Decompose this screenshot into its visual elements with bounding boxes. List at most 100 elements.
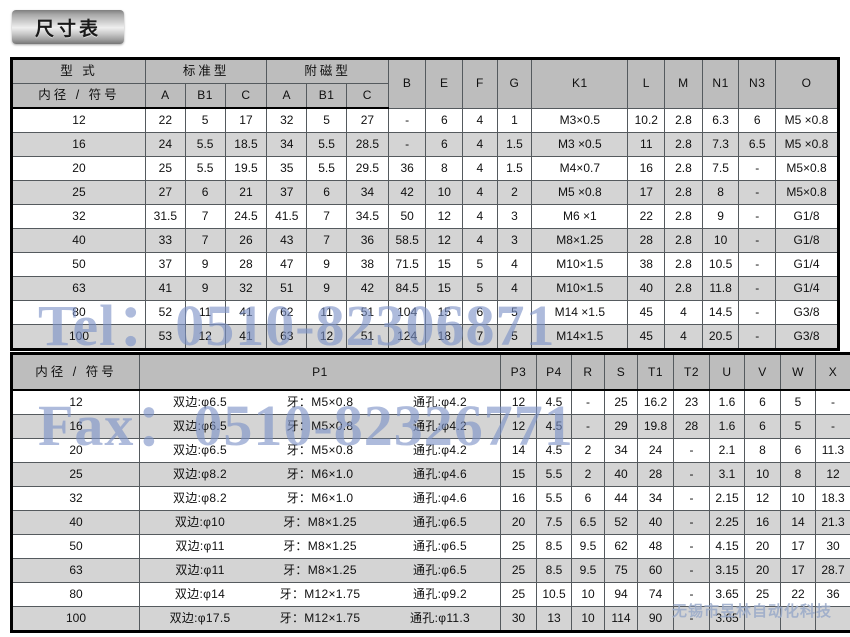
cell-S: 94 <box>604 582 638 607</box>
cell-bore: 16 <box>10 414 140 439</box>
cell-V: 6 <box>744 414 781 439</box>
cell-T1: 90 <box>637 606 674 633</box>
cell-W: 10 <box>780 486 816 511</box>
p1-through-hole: 通孔:φ4.2 <box>413 395 467 409</box>
cell-G: 5 <box>496 324 533 351</box>
cell-K1: M14 ×1.5 <box>531 300 629 325</box>
table1-header-row-1: 型 式 标准型 附磁型 B E F G K1 L M N1 N3 O <box>10 57 840 109</box>
cell-mag-C: 29.5 <box>345 156 389 181</box>
cell-X: 11.3 <box>815 438 850 463</box>
cell-L: 10.2 <box>627 107 666 133</box>
cell-S: 52 <box>604 510 638 535</box>
cell-mag-C: 42 <box>345 276 389 301</box>
header2-col-W: W <box>780 352 816 391</box>
cell-P1: 双边:φ6.5 牙：M5×0.8 通孔:φ4.2 <box>139 414 501 439</box>
cell-mag-C: 36 <box>345 228 389 253</box>
cell-U: 1.6 <box>709 389 745 415</box>
cell-std-C: 19.5 <box>224 156 268 181</box>
cell-std-C: 17 <box>224 107 268 133</box>
cell-W: 17 <box>780 534 816 559</box>
cell-O: M5 ×0.8 <box>775 107 840 133</box>
cell-bore: 63 <box>10 276 146 301</box>
table-row: 20 双边:φ6.5 牙：M5×0.8 通孔:φ4.2 14 4.5 2 34 24-2.1 8 6… <box>10 438 850 463</box>
header-col-N3: N3 <box>738 57 777 109</box>
cell-mag-B1: 5.5 <box>306 132 347 157</box>
p1-double-edge: 双边:φ8.2 <box>173 491 227 505</box>
cell-T2: 23 <box>673 389 710 415</box>
cell-R: - <box>571 389 605 415</box>
cell-F: 5 <box>462 252 498 277</box>
cell-G: 4 <box>496 276 533 301</box>
cell-bore: 40 <box>10 510 140 535</box>
header2-col-S: S <box>604 352 638 391</box>
cell-T2: - <box>673 606 710 633</box>
header-col-M: M <box>664 57 703 109</box>
cell-G: 2 <box>496 180 533 205</box>
cell-O: G1/8 <box>775 204 840 229</box>
cell-P3: 25 <box>500 534 537 559</box>
header-col-E: E <box>425 57 464 109</box>
cell-N3: 6 <box>738 107 777 133</box>
cell-F: 6 <box>462 300 498 325</box>
cell-mag-A: 32 <box>266 107 308 133</box>
cell-P1: 双边:φ6.5 牙：M5×0.8 通孔:φ4.2 <box>139 438 501 463</box>
cell-P4: 4.5 <box>536 389 572 415</box>
cell-bore: 100 <box>10 324 146 351</box>
cell-E: 6 <box>425 132 464 157</box>
cell-P1: 双边:φ10 牙：M8×1.25 通孔:φ6.5 <box>139 510 501 535</box>
cell-O: G1/4 <box>775 276 840 301</box>
cell-mag-B1: 9 <box>306 276 347 301</box>
cell-mag-A: 37 <box>266 180 308 205</box>
cell-mag-B1: 5 <box>306 107 347 133</box>
cell-T2: - <box>673 510 710 535</box>
cell-B: 50 <box>387 204 427 229</box>
cell-std-A: 31.5 <box>144 204 186 229</box>
cell-std-A: 27 <box>144 180 186 205</box>
cell-K1: M4×0.7 <box>531 156 629 181</box>
cell-U: 2.25 <box>709 510 745 535</box>
cell-P4: 4.5 <box>536 438 572 463</box>
header-col-O: O <box>775 57 840 109</box>
table-row: 12 双边:φ6.5 牙：M5×0.8 通孔:φ4.2 12 4.5-25 16.2 23 1.… <box>10 389 850 415</box>
cell-mag-C: 28.5 <box>345 132 389 157</box>
p1-thread: 牙：M8×1.25 <box>283 515 357 529</box>
cell-std-A: 22 <box>144 107 186 133</box>
cell-F: 5 <box>462 276 498 301</box>
cell-std-B1: 6 <box>184 180 226 205</box>
header-col-F: F <box>462 57 498 109</box>
cell-L: 22 <box>627 204 666 229</box>
cell-P3: 20 <box>500 510 537 535</box>
cell-X <box>815 606 850 633</box>
cell-E: 6 <box>425 107 464 133</box>
cell-W: 17 <box>780 558 816 583</box>
cell-N3: - <box>738 156 777 181</box>
cell-bore: 16 <box>10 132 146 157</box>
cell-E: 12 <box>425 204 464 229</box>
cell-F: 4 <box>462 156 498 181</box>
cell-R: 10 <box>571 606 605 633</box>
p1-thread: 牙：M5×0.8 <box>286 395 354 409</box>
p1-thread: 牙：M12×1.75 <box>279 587 361 601</box>
cell-N1: 9 <box>701 204 740 229</box>
p1-double-edge: 双边:φ6.5 <box>173 443 227 457</box>
table-row: 12 22 5 17 32 5 27-6 4 1 M3×0.5 10.2 2.8 6.3 6 M5 ×0.8 <box>10 107 840 133</box>
cell-G: 3 <box>496 204 533 229</box>
cell-V: 20 <box>744 558 781 583</box>
dimension-tables: 型 式 标准型 附磁型 B E F G K1 L M N1 N3 O 内径 / … <box>10 57 850 633</box>
cell-std-C: 24.5 <box>224 204 268 229</box>
cell-S: 75 <box>604 558 638 583</box>
cell-S: 40 <box>604 462 638 487</box>
cell-std-B1: 9 <box>184 276 226 301</box>
cell-R: 6 <box>571 486 605 511</box>
header-mag-B1: B1 <box>306 83 347 109</box>
cell-O: G3/8 <box>775 324 840 351</box>
cell-P4: 5.5 <box>536 486 572 511</box>
cell-K1: M14×1.5 <box>531 324 629 351</box>
p1-double-edge: 双边:φ17.5 <box>169 611 231 625</box>
cell-R: 6.5 <box>571 510 605 535</box>
cell-X: 21.3 <box>815 510 850 535</box>
cell-B: 42 <box>387 180 427 205</box>
cell-bore: 25 <box>10 180 146 205</box>
cell-N1: 20.5 <box>701 324 740 351</box>
cell-mag-B1: 6 <box>306 180 347 205</box>
